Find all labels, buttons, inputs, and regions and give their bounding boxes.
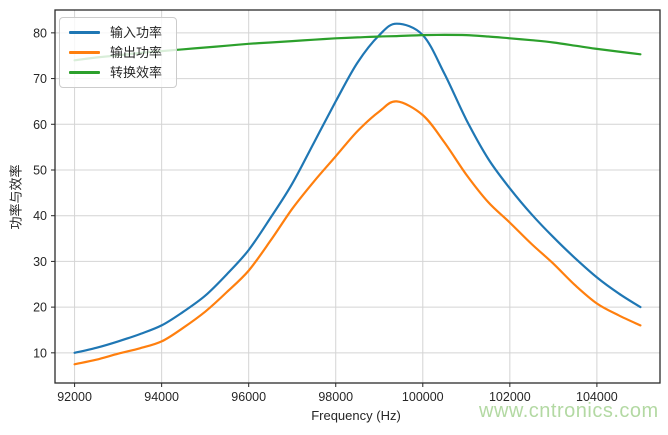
legend-item-input-power: 输入功率 — [69, 26, 162, 39]
x-tick-label: 104000 — [576, 390, 618, 404]
y-tick-label: 40 — [33, 209, 47, 223]
x-tick-label: 96000 — [231, 390, 266, 404]
x-tick-label: 102000 — [489, 390, 531, 404]
legend-item-output-power: 输出功率 — [69, 46, 162, 59]
plot-border — [54, 9, 661, 384]
y-tick-label: 60 — [33, 118, 47, 132]
y-tick-label: 10 — [33, 346, 47, 360]
y-tick-label: 80 — [33, 26, 47, 40]
x-tick-label: 94000 — [144, 390, 179, 404]
legend-label-efficiency: 转换效率 — [110, 65, 163, 80]
legend-line-sample-input-power — [69, 31, 100, 34]
legend-label-output-power: 输出功率 — [110, 45, 163, 60]
legend: 输入功率 输出功率 转换效率 — [59, 17, 178, 88]
series-line-0 — [73, 22, 642, 354]
x-tick-label: 92000 — [57, 390, 92, 404]
y-tick-label: 20 — [33, 301, 47, 315]
x-tick-label: 98000 — [318, 390, 353, 404]
legend-line-sample-efficiency — [69, 71, 100, 74]
series-line-1 — [73, 100, 642, 366]
y-tick-label: 30 — [33, 255, 47, 269]
legend-line-sample-output-power — [69, 51, 100, 54]
legend-item-efficiency: 转换效率 — [69, 66, 162, 79]
y-tick-label: 70 — [33, 72, 47, 86]
y-tick-label: 50 — [33, 163, 47, 177]
legend-label-input-power: 输入功率 — [110, 25, 163, 40]
x-tick-label: 100000 — [402, 390, 444, 404]
